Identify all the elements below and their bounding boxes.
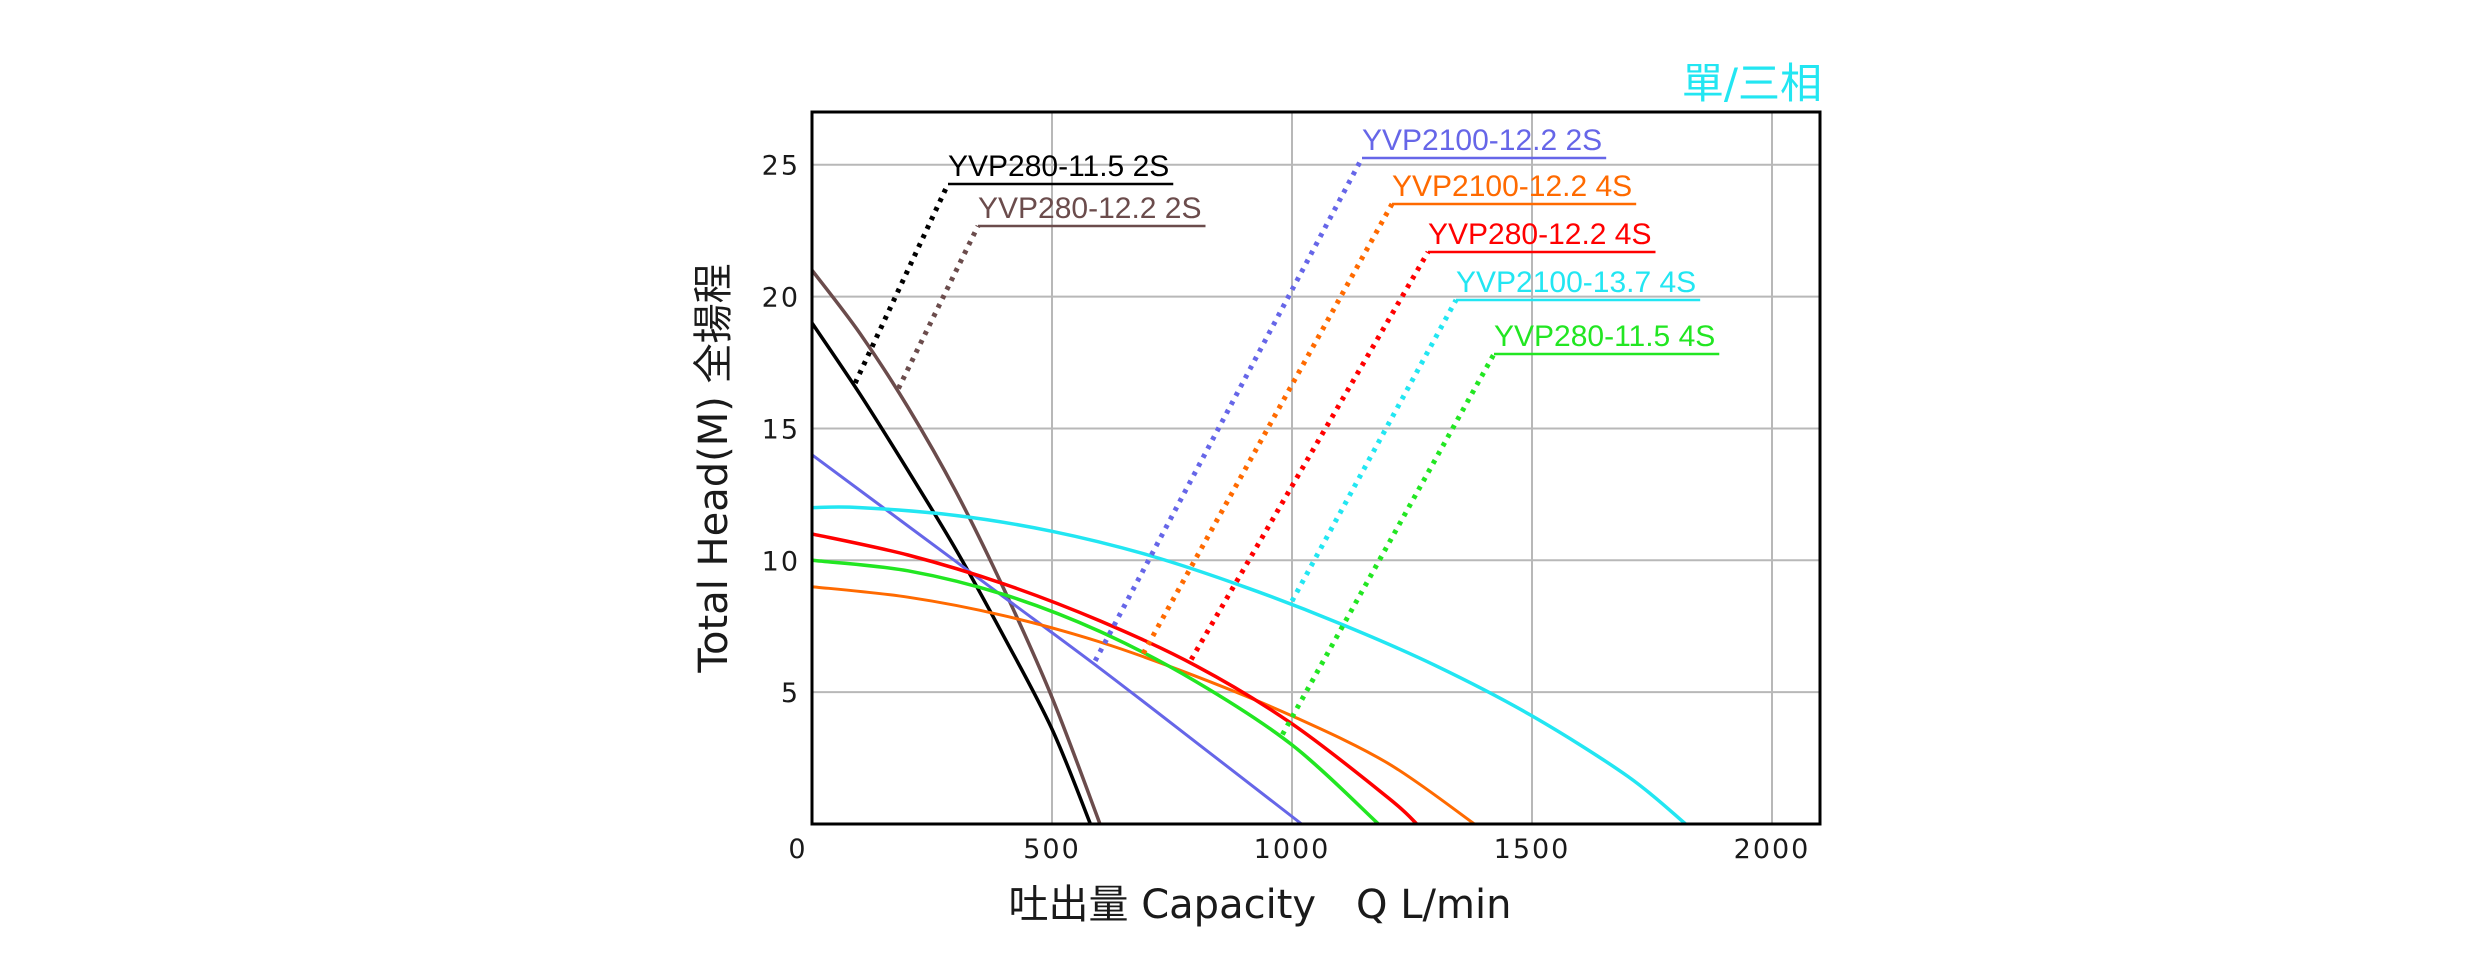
plot-frame bbox=[810, 110, 1822, 826]
series-label: YVP2100-13.7 4S bbox=[1456, 266, 1696, 299]
grid bbox=[812, 112, 1820, 824]
series-label: YVP280-11.5 4S bbox=[1494, 320, 1715, 353]
leader-line bbox=[896, 224, 981, 390]
series-label: YVP280-11.5 2S bbox=[948, 150, 1169, 183]
x-tick-label: 1000 bbox=[1254, 834, 1331, 865]
leader-line bbox=[1189, 250, 1431, 661]
x-tick-label: 500 bbox=[1023, 834, 1081, 865]
series-label: YVP280-12.2 2S bbox=[978, 192, 1202, 225]
series-curve bbox=[811, 558, 1380, 826]
series-curve bbox=[810, 269, 1102, 825]
curves bbox=[810, 269, 1687, 826]
leader-line bbox=[1092, 156, 1365, 663]
tick-labels: 0 500 1000 1500 2000 5 10 15 20 25 bbox=[762, 151, 1811, 865]
series-curve bbox=[810, 322, 1093, 825]
series-curve bbox=[811, 505, 1687, 826]
x-tick-label: 0 bbox=[788, 834, 807, 865]
series-label: YVP280-12.2 4S bbox=[1428, 218, 1652, 251]
leader-lines: YVP280-11.5 2S YVP280-12.2 2S YVP2100-12.2… bbox=[852, 124, 1720, 736]
y-tick-label: 15 bbox=[762, 414, 800, 445]
y-tick-label: 20 bbox=[762, 283, 800, 314]
leader-line bbox=[1289, 298, 1459, 603]
y-axis-title: Total Head(M) 全揚程 bbox=[691, 263, 737, 673]
y-tick-label: 25 bbox=[762, 151, 800, 182]
series-curve bbox=[811, 532, 1419, 826]
corner-label: 單/三相 bbox=[1682, 59, 1822, 108]
x-tick-label: 1500 bbox=[1494, 834, 1571, 865]
y-tick-label: 10 bbox=[762, 546, 800, 577]
series-label: YVP2100-12.2 4S bbox=[1392, 170, 1632, 203]
x-axis-title: 吐出量 Capacity Q L/min bbox=[1009, 882, 1512, 928]
leader-line bbox=[1280, 352, 1497, 736]
series-curve bbox=[811, 453, 1303, 826]
leader-line bbox=[852, 182, 951, 385]
y-tick-label: 5 bbox=[781, 678, 800, 709]
series-label: YVP2100-12.2 2S bbox=[1362, 124, 1602, 157]
x-tick-label: 2000 bbox=[1734, 834, 1811, 865]
